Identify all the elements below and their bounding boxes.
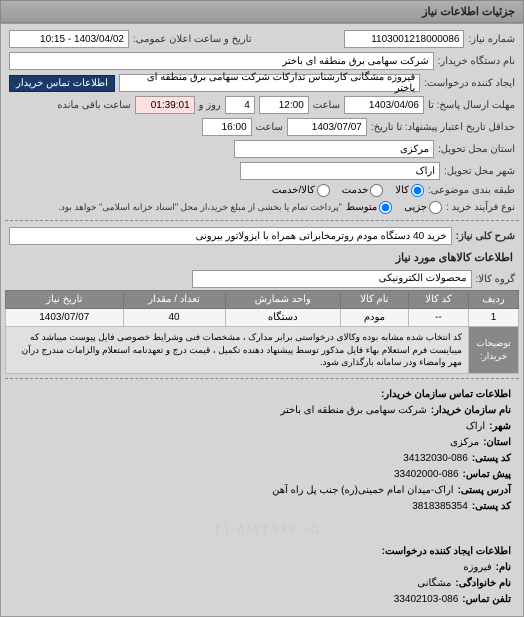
pobox-value: 3818385354	[412, 499, 468, 515]
radio-small[interactable]: جزیی	[404, 201, 442, 214]
deadline-date-field: 1403/04/06	[344, 96, 424, 114]
address-value: اراک-میدان امام خمینی(ره) جنب پل راه آهن	[272, 483, 453, 499]
th-date: تاریخ نیاز	[6, 291, 124, 309]
delivery-province-field: مرکزی	[234, 140, 434, 158]
cell-unit: دستگاه	[225, 309, 340, 327]
need-title-label: شرح کلی نیاز:	[456, 231, 515, 242]
fax-label: پیش تماس:	[463, 467, 511, 483]
remain-time-field: 01:39:01	[135, 96, 195, 114]
address-label: آدرس پستی:	[458, 483, 511, 499]
table-header-row: ردیف کد کالا نام کالا واحد شمارش تعداد /…	[6, 291, 519, 309]
table-row: 1 -- مودم دستگاه 40 1403/07/07	[6, 309, 519, 327]
deadline-label: مهلت ارسال پاسخ: تا	[428, 100, 515, 111]
req-phone-label: تلفن تماس:	[462, 592, 511, 608]
th-code: کد کالا	[408, 291, 468, 309]
org-contact-block: اطلاعات تماس سازمان خریدار: نام سازمان خ…	[5, 383, 519, 613]
th-rownum: ردیف	[469, 291, 519, 309]
postal-value: 34132030-086	[403, 451, 468, 467]
cell-date: 1403/07/07	[6, 309, 124, 327]
delivery-city-label: شهر محل تحویل:	[444, 166, 515, 177]
province-value: مرکزی	[450, 435, 479, 451]
goods-group-field: محصولات الکترونیکی	[192, 270, 472, 288]
radio-both[interactable]: کالا/خدمت	[272, 184, 330, 197]
delivery-city-field: اراک	[240, 162, 440, 180]
requester-field: فیروزه مشگانی کارشناس تدارکات شرکت سهامی…	[119, 74, 420, 92]
goods-table: ردیف کد کالا نام کالا واحد شمارش تعداد /…	[5, 290, 519, 374]
delivery-province-label: استان محل تحویل:	[438, 144, 515, 155]
cell-code: --	[408, 309, 468, 327]
th-name: نام کالا	[340, 291, 408, 309]
need-title-field: خرید 40 دستگاه مودم روترمخابراتی همراه ب…	[9, 227, 452, 245]
fax-value: 33402000-086	[394, 467, 459, 483]
buyer-name-field: شرکت سهامی برق منطقه ای باختر	[9, 52, 434, 70]
purchase-type-label: نوع فرآیند خرید :	[446, 202, 515, 213]
th-unit: واحد شمارش	[225, 291, 340, 309]
req-last-label: نام خانوادگی:	[455, 576, 511, 592]
desc-text-cell: کد انتخاب شده مشابه بوده وکالای درخواستی…	[6, 327, 469, 374]
th-qty: تعداد / مقدار	[123, 291, 225, 309]
validity-date-field: 1403/07/07	[287, 118, 367, 136]
request-no-field: 1103001218000086	[344, 30, 464, 48]
org-name-value: شرکت سهامی برق منطقه ای باختر	[280, 403, 426, 419]
time-label-2: ساعت	[256, 122, 283, 133]
purchase-note: "پرداخت تمام یا بخشی از مبلغ خرید،از محل…	[58, 202, 342, 213]
validity-label: حداقل تاریخ اعتبار پیشنهاد: تا تاریخ:	[371, 122, 515, 133]
public-date-label: تاریخ و ساعت اعلان عمومی:	[133, 34, 252, 45]
goods-group-label: گروه کالا:	[476, 274, 515, 285]
radio-service[interactable]: خدمت	[342, 184, 384, 197]
public-date-field: 1403/04/02 - 10:15	[9, 30, 129, 48]
org-name-label: نام سازمان خریدار:	[431, 403, 511, 419]
panel-header: جزئیات اطلاعات نیاز	[0, 0, 524, 23]
cell-rownum: 1	[469, 309, 519, 327]
org-title: اطلاعات تماس سازمان خریدار:	[381, 387, 511, 403]
requester-label: ایجاد کننده درخواست:	[424, 78, 515, 89]
req-last-value: مشگانی	[417, 576, 451, 592]
radio-goods[interactable]: کالا	[395, 184, 424, 197]
pobox-label: کد پستی:	[472, 499, 511, 515]
days-left-field: 4	[225, 96, 255, 114]
req-phone-value: 33402103-086	[394, 592, 459, 608]
deadline-time-field: 12:00	[259, 96, 309, 114]
form-panel: شماره نیاز: 1103001218000086 تاریخ و ساع…	[0, 23, 524, 617]
remain-label: روز و	[199, 100, 221, 111]
validity-time-field: 16:00	[202, 118, 252, 136]
desc-label-cell: توضیحات خریدار:	[469, 327, 519, 374]
city-label: شهر:	[489, 419, 511, 435]
buyer-contact-button[interactable]: اطلاعات تماس خریدار	[9, 75, 115, 92]
radio-medium[interactable]: متوسط	[346, 201, 392, 214]
subject-type-label: طبقه بندی موضوعی:	[428, 185, 515, 196]
purchase-radio-group: جزیی متوسط	[346, 201, 442, 214]
subject-radio-group: کالا خدمت کالا/خدمت	[272, 184, 424, 197]
time-label-1: ساعت	[313, 100, 340, 111]
req-name-value: فیروزه	[463, 560, 491, 576]
cell-name: مودم	[340, 309, 408, 327]
cell-qty: 40	[123, 309, 225, 327]
req-title: اطلاعات ایجاد کننده درخواست:	[382, 544, 511, 560]
remain-suffix: ساعت باقی مانده	[57, 100, 130, 111]
postal-label: کد پستی:	[472, 451, 511, 467]
goods-info-title: اطلاعات کالاهای مورد نیاز	[5, 247, 519, 268]
city-value: اراک	[466, 419, 485, 435]
buyer-name-label: نام دستگاه خریدار:	[438, 56, 515, 67]
table-desc-row: توضیحات خریدار: کد انتخاب شده مشابه بوده…	[6, 327, 519, 374]
panel-title: جزئیات اطلاعات نیاز	[422, 6, 515, 18]
request-no-label: شماره نیاز:	[468, 34, 515, 45]
req-name-label: نام:	[496, 560, 511, 576]
watermark-phone: ۰۲۱-۸۸۳۴۹۶۷۰-۵	[13, 515, 511, 545]
province-label: استان:	[483, 435, 511, 451]
